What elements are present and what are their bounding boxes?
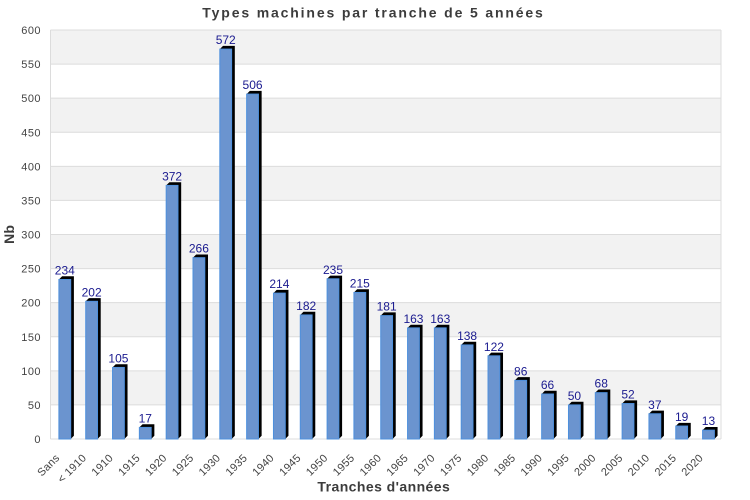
svg-text:182: 182 <box>296 299 316 313</box>
svg-text:550: 550 <box>21 59 41 71</box>
svg-text:13: 13 <box>702 414 716 428</box>
svg-text:Tranches d'années: Tranches d'années <box>317 479 450 495</box>
svg-text:600: 600 <box>21 25 41 37</box>
svg-text:506: 506 <box>243 78 263 92</box>
svg-text:86: 86 <box>514 364 528 378</box>
svg-text:Types machines par tranche de: Types machines par tranche de 5 années <box>202 5 544 21</box>
svg-text:266: 266 <box>189 242 209 256</box>
svg-text:214: 214 <box>269 277 289 291</box>
svg-text:50: 50 <box>28 400 41 412</box>
svg-text:450: 450 <box>21 127 41 139</box>
svg-text:19: 19 <box>675 410 689 424</box>
svg-text:37: 37 <box>648 398 662 412</box>
svg-text:Nb: Nb <box>1 225 17 244</box>
svg-text:235: 235 <box>323 263 343 277</box>
svg-text:400: 400 <box>21 161 41 173</box>
svg-text:350: 350 <box>21 195 41 207</box>
svg-text:234: 234 <box>55 263 75 277</box>
svg-text:300: 300 <box>21 230 41 242</box>
svg-text:52: 52 <box>621 388 635 402</box>
svg-text:17: 17 <box>139 411 153 425</box>
svg-text:150: 150 <box>21 332 41 344</box>
svg-text:500: 500 <box>21 93 41 105</box>
svg-text:100: 100 <box>21 366 41 378</box>
svg-text:372: 372 <box>162 169 182 183</box>
svg-text:202: 202 <box>82 285 102 299</box>
svg-text:0: 0 <box>34 434 41 446</box>
svg-text:122: 122 <box>484 340 504 354</box>
svg-text:163: 163 <box>430 312 450 326</box>
svg-text:181: 181 <box>377 300 397 314</box>
svg-text:163: 163 <box>403 312 423 326</box>
svg-text:572: 572 <box>216 33 236 47</box>
svg-text:66: 66 <box>541 378 555 392</box>
svg-text:50: 50 <box>568 389 582 403</box>
svg-text:250: 250 <box>21 264 41 276</box>
svg-text:138: 138 <box>457 329 477 343</box>
svg-text:105: 105 <box>108 351 128 365</box>
svg-text:68: 68 <box>595 377 609 391</box>
svg-text:215: 215 <box>350 276 370 290</box>
svg-text:200: 200 <box>21 298 41 310</box>
